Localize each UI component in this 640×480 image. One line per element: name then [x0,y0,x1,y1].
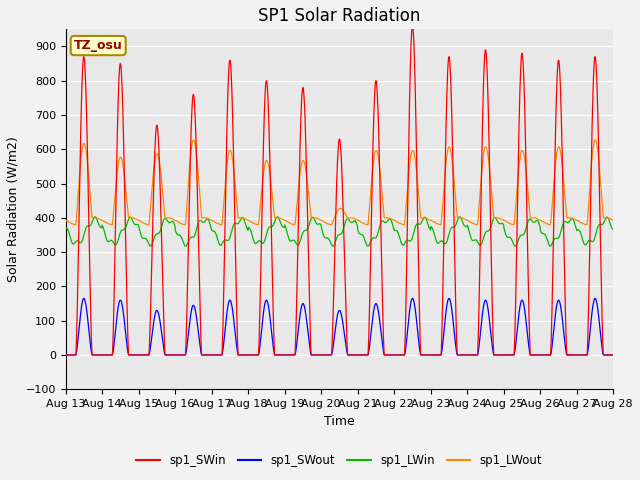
sp1_LWout [609,217,617,223]
sp1_SWout [493,352,501,358]
sp1_LWout [493,215,501,221]
sp1_LWout [160,205,168,211]
sp1_SWout [609,352,616,358]
sp1_LWin [273,214,281,220]
Line: sp1_SWin: sp1_SWin [65,26,613,355]
sp1_SWin [409,23,417,29]
sp1_SWin [609,352,616,358]
sp1_LWin [160,216,168,222]
Legend: sp1_SWin, sp1_SWout, sp1_LWin, sp1_LWout: sp1_SWin, sp1_SWout, sp1_LWin, sp1_LWout [132,449,547,472]
sp1_LWout [61,217,69,223]
sp1_LWin [609,226,616,232]
sp1_SWin [493,352,501,358]
sp1_SWout [432,352,440,358]
sp1_LWin [493,218,501,224]
sp1_SWout [609,352,617,358]
sp1_SWout [319,352,327,358]
sp1_LWout [189,137,197,143]
Line: sp1_SWout: sp1_SWout [65,299,613,355]
sp1_SWout [80,296,88,301]
Line: sp1_LWin: sp1_LWin [65,217,613,246]
sp1_LWout [463,217,470,223]
sp1_LWout [432,220,440,226]
sp1_LWout [319,218,327,224]
sp1_SWin [462,352,470,358]
sp1_SWin [160,328,168,334]
sp1_LWin [319,231,327,237]
sp1_SWout [462,352,470,358]
Line: sp1_LWout: sp1_LWout [65,140,613,225]
sp1_LWin [61,225,69,231]
sp1_LWin [609,227,617,232]
sp1_SWout [61,352,69,358]
sp1_SWin [609,352,617,358]
Text: TZ_osu: TZ_osu [74,39,123,52]
Title: SP1 Solar Radiation: SP1 Solar Radiation [258,7,420,25]
sp1_LWin [462,224,470,229]
sp1_LWin [432,237,440,243]
Y-axis label: Solar Radiation (W/m2): Solar Radiation (W/m2) [7,136,20,282]
sp1_LWout [72,222,79,228]
sp1_SWin [432,352,440,358]
sp1_SWin [319,352,326,358]
sp1_LWin [511,243,519,249]
X-axis label: Time: Time [324,415,355,428]
sp1_LWout [609,217,616,223]
sp1_SWin [61,352,69,358]
sp1_SWout [160,348,168,354]
